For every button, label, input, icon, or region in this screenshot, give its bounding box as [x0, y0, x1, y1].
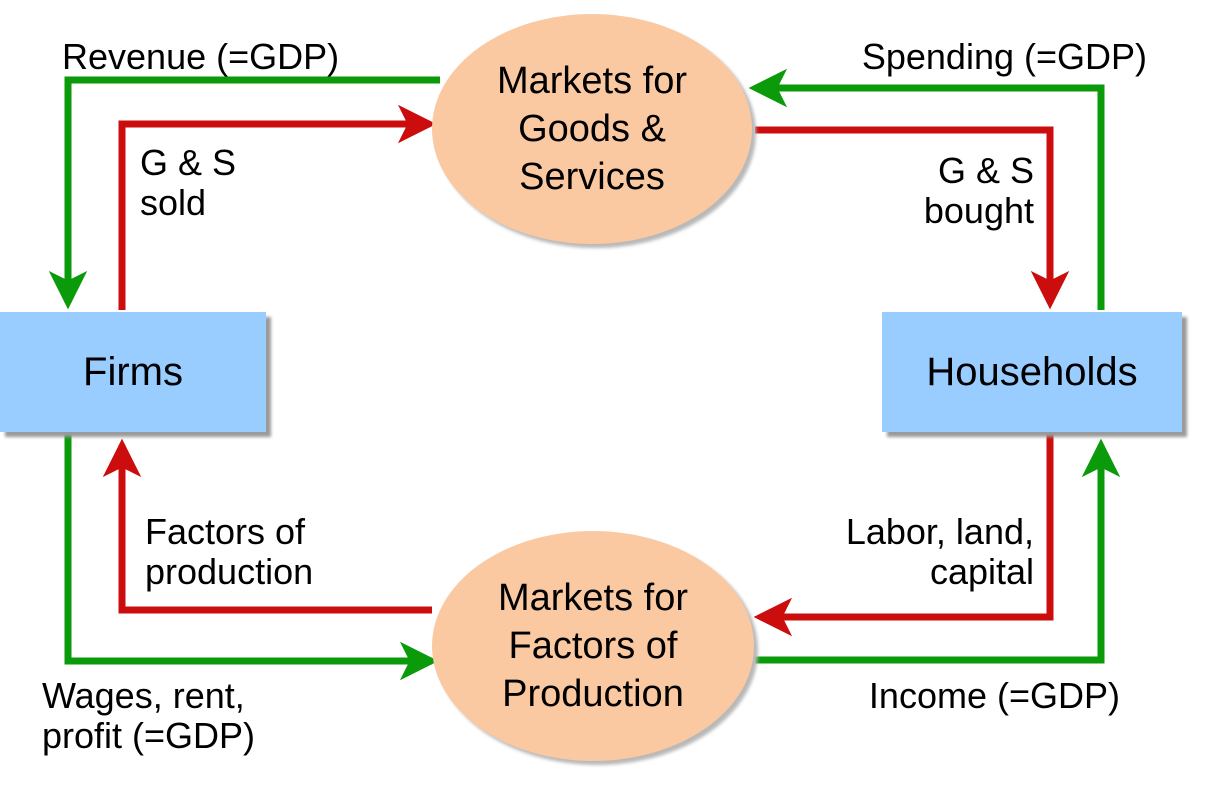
gs-sold-line-2: sold	[140, 182, 207, 223]
goods-services-market-oval: Markets for Goods & Services	[432, 14, 752, 244]
spending-flow-arrow	[748, 68, 1105, 310]
wages-line-2: profit (=GDP)	[42, 715, 256, 756]
labor-flow-arrow	[753, 432, 1054, 637]
spending-label: Spending (=GDP)	[861, 36, 1147, 77]
income-label: Income (=GDP)	[868, 675, 1120, 716]
gs-sold-line-1: G & S	[140, 142, 237, 183]
factors-flow-arrow	[102, 438, 432, 614]
revenue-flow-arrow	[48, 76, 440, 310]
firms-label: Firms	[83, 349, 183, 394]
factor-market-line-3: Production	[502, 673, 684, 715]
labor-line-2: capital	[929, 551, 1034, 592]
goods-market-line-1: Markets for	[496, 60, 688, 102]
factors-line-1: Factors of	[145, 511, 306, 552]
wages-line-1: Wages, rent,	[42, 675, 245, 716]
goods-market-line-3: Services	[519, 156, 665, 198]
factors-of-production-label: Factors of production	[145, 512, 313, 592]
factors-of-production-market-oval: Markets for Factors of Production	[432, 531, 754, 761]
labor-land-capital-label: Labor, land, capital	[846, 512, 1034, 592]
gs-bought-line-1: G & S	[937, 150, 1034, 191]
gs-bought-label: G & S bought	[924, 151, 1034, 231]
goods-sold-flow-arrow	[118, 104, 437, 310]
households-label: Households	[926, 349, 1138, 394]
wages-flow-arrow	[64, 432, 439, 681]
wages-rent-profit-label: Wages, rent, profit (=GDP)	[42, 676, 255, 756]
income-flow-arrow	[755, 438, 1121, 664]
factor-market-line-1: Markets for	[497, 577, 689, 619]
factors-line-2: production	[145, 551, 314, 592]
labor-line-1: Labor, land,	[845, 511, 1034, 552]
firms-box: Firms	[0, 312, 266, 432]
goods-bought-flow-arrow	[755, 126, 1070, 310]
revenue-label: Revenue (=GDP)	[62, 36, 340, 77]
households-box: Households	[882, 312, 1182, 432]
gs-sold-label: G & S sold	[140, 143, 236, 223]
goods-market-line-2: Goods &	[518, 108, 666, 150]
gs-bought-line-2: bought	[923, 190, 1034, 231]
factor-market-line-2: Factors of	[508, 625, 678, 667]
